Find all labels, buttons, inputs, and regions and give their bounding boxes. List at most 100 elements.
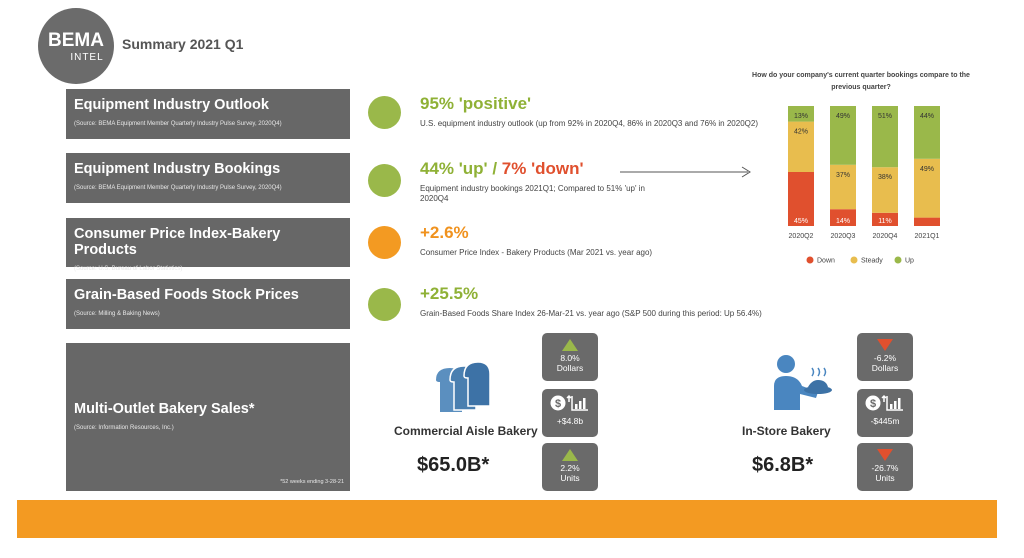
metric-outlook: 95% 'positive' U.S. equipment industry o… xyxy=(420,94,758,129)
dollar-chart-icon: $ xyxy=(550,394,588,411)
bar-down-2020Q4 xyxy=(872,212,898,226)
panel-source: (Source: U.S. Bureau of Labor Statistics… xyxy=(74,266,183,272)
instore-label: In-Store Bakery xyxy=(742,424,831,438)
tile-unit: Dollars xyxy=(871,363,899,373)
bookings-down-value: 7% 'down' xyxy=(501,159,584,178)
footer-bar xyxy=(17,500,997,538)
metric-bookings: 44% 'up' / 7% 'down' Equipment industry … xyxy=(420,159,650,204)
commercial-change-tile: $ +$4.8b xyxy=(542,389,598,437)
metric-stocks: +25.5% Grain-Based Foods Share Index 26-… xyxy=(420,284,762,319)
metric-description: Consumer Price Index - Bakery Products (… xyxy=(420,248,653,257)
data-label-steady-2020Q2: 42% xyxy=(794,129,808,136)
data-label-up-2020Q4: 51% xyxy=(878,113,892,120)
bookings-up-value: 44% 'up' xyxy=(420,159,488,178)
bar-steady-2020Q2 xyxy=(788,121,814,172)
tile-unit: Dollars xyxy=(556,363,584,373)
status-dot-stocks xyxy=(368,288,401,321)
bar-down-2020Q2 xyxy=(788,172,814,226)
arrow-to-chart-icon xyxy=(620,166,751,178)
bread-loaves-icon xyxy=(436,361,491,412)
page-title: Summary 2021 Q1 xyxy=(122,36,244,52)
panel-heading: Grain-Based Foods Stock Prices xyxy=(74,287,299,303)
bookings-stacked-bar-chart: 45% 42% 13% 2020Q2 14% 37% 49% 2020Q3 11% 38% 51% 2… xyxy=(788,106,940,265)
panel-cpi-bakery: Consumer Price Index-Bakery Products (So… xyxy=(66,218,350,272)
instore-dollars-tile: -6.2% Dollars xyxy=(857,333,913,381)
instore-total: $6.8B* xyxy=(752,454,814,476)
commercial-total: $65.0B* xyxy=(417,454,490,476)
tile-value: -$445m xyxy=(870,416,900,426)
panel-equipment-outlook: Equipment Industry Outlook (Source: BEMA… xyxy=(66,89,350,139)
legend-label-steady: Steady xyxy=(861,258,883,265)
status-dot-bookings xyxy=(368,164,401,197)
baker-serving-icon xyxy=(774,355,832,410)
bar-down-2020Q3 xyxy=(830,209,856,226)
panel-heading: Equipment Industry Outlook xyxy=(74,97,269,113)
metric-cpi: +2.6% Consumer Price Index - Bakery Prod… xyxy=(420,223,652,258)
up-arrow-icon xyxy=(562,339,578,351)
bar-steady-2020Q3 xyxy=(830,164,856,210)
bookings-separator: / xyxy=(487,159,502,178)
instore-units-tile: -26.7% Units xyxy=(857,443,913,491)
tile-unit: Units xyxy=(875,473,895,483)
down-arrow-icon xyxy=(877,449,893,461)
data-label-steady-2021Q1: 49% xyxy=(920,166,934,173)
legend-swatch-down xyxy=(806,256,814,264)
svg-text:$: $ xyxy=(870,398,876,410)
metric-value: +2.6% xyxy=(420,223,469,242)
logo-text-bema: BEMA xyxy=(48,30,104,51)
panel-heading: Consumer Price Index-Bakery Products xyxy=(74,226,281,258)
metric-description: Grain-Based Foods Share Index 26-Mar-21 … xyxy=(420,309,762,318)
commercial-units-tile: 2.2% Units xyxy=(542,443,598,491)
panel-source: (Source: Information Resources, Inc.) xyxy=(74,425,174,431)
dollar-chart-icon: $ xyxy=(865,394,903,411)
metric-description: Equipment industry bookings 2021Q1; Comp… xyxy=(420,184,645,203)
panel-source: (Source: BEMA Equipment Member Quarterly… xyxy=(74,121,282,127)
commercial-label: Commercial Aisle Bakery xyxy=(394,424,538,438)
x-tick-label: 2020Q2 xyxy=(789,233,814,240)
metric-description: U.S. equipment industry outlook (up from… xyxy=(420,119,758,128)
tile-value: -6.2% xyxy=(873,353,897,363)
down-arrow-icon xyxy=(877,339,893,351)
legend-swatch-steady xyxy=(850,256,858,264)
data-label-up-2021Q1: 44% xyxy=(920,113,934,120)
data-label-steady-2020Q3: 37% xyxy=(836,172,850,179)
chart-title: How do your company's current quarter bo… xyxy=(752,72,970,91)
commercial-dollars-tile: 8.0% Dollars xyxy=(542,333,598,381)
x-tick-label: 2020Q4 xyxy=(873,233,898,240)
tile-value: 2.2% xyxy=(560,463,580,473)
panel-source: (Source: Milling & Baking News) xyxy=(74,311,160,317)
x-tick-label: 2020Q3 xyxy=(831,233,856,240)
bar-down-2021Q1 xyxy=(914,217,940,226)
panel-source: (Source: BEMA Equipment Member Quarterly… xyxy=(74,185,282,191)
logo-text-intel: INTEL xyxy=(70,52,104,63)
tile-value: +$4.8b xyxy=(556,416,584,426)
panel-heading: Equipment Industry Bookings xyxy=(74,161,281,177)
bar-up-2020Q3 xyxy=(830,106,856,165)
bar-steady-2020Q4 xyxy=(872,167,898,213)
tile-unit: Units xyxy=(560,473,580,483)
status-dot-cpi xyxy=(368,226,401,259)
bar-steady-2021Q1 xyxy=(914,158,940,218)
data-label-down-2020Q4: 11% xyxy=(878,218,892,225)
data-label-up-2020Q2: 13% xyxy=(794,113,808,120)
data-label-up-2020Q3: 49% xyxy=(836,113,850,120)
bar-up-2020Q4 xyxy=(872,106,898,168)
metric-value: 95% 'positive' xyxy=(420,94,532,113)
panel-bakery-sales: Multi-Outlet Bakery Sales* (Source: Info… xyxy=(66,343,350,491)
panel-stock-prices: Grain-Based Foods Stock Prices (Source: … xyxy=(66,279,350,329)
legend-label-up: Up xyxy=(905,258,914,265)
bar-up-2021Q1 xyxy=(914,106,940,159)
metric-value: 44% 'up' / 7% 'down' xyxy=(420,159,650,179)
svg-text:$: $ xyxy=(555,398,561,410)
bema-intel-logo: BEMA INTEL xyxy=(38,8,114,84)
legend-label-down: Down xyxy=(817,258,835,265)
data-label-down-2020Q3: 14% xyxy=(836,218,850,225)
metric-value: +25.5% xyxy=(420,284,479,303)
legend-swatch-up xyxy=(894,256,902,264)
instore-change-tile: $ -$445m xyxy=(857,389,913,437)
panel-footnote: *52 weeks ending 3-28-21 xyxy=(280,479,344,485)
x-tick-label: 2021Q1 xyxy=(915,233,940,240)
tile-value: -26.7% xyxy=(871,463,899,473)
up-arrow-icon xyxy=(562,449,578,461)
panel-heading: Multi-Outlet Bakery Sales* xyxy=(74,401,255,417)
